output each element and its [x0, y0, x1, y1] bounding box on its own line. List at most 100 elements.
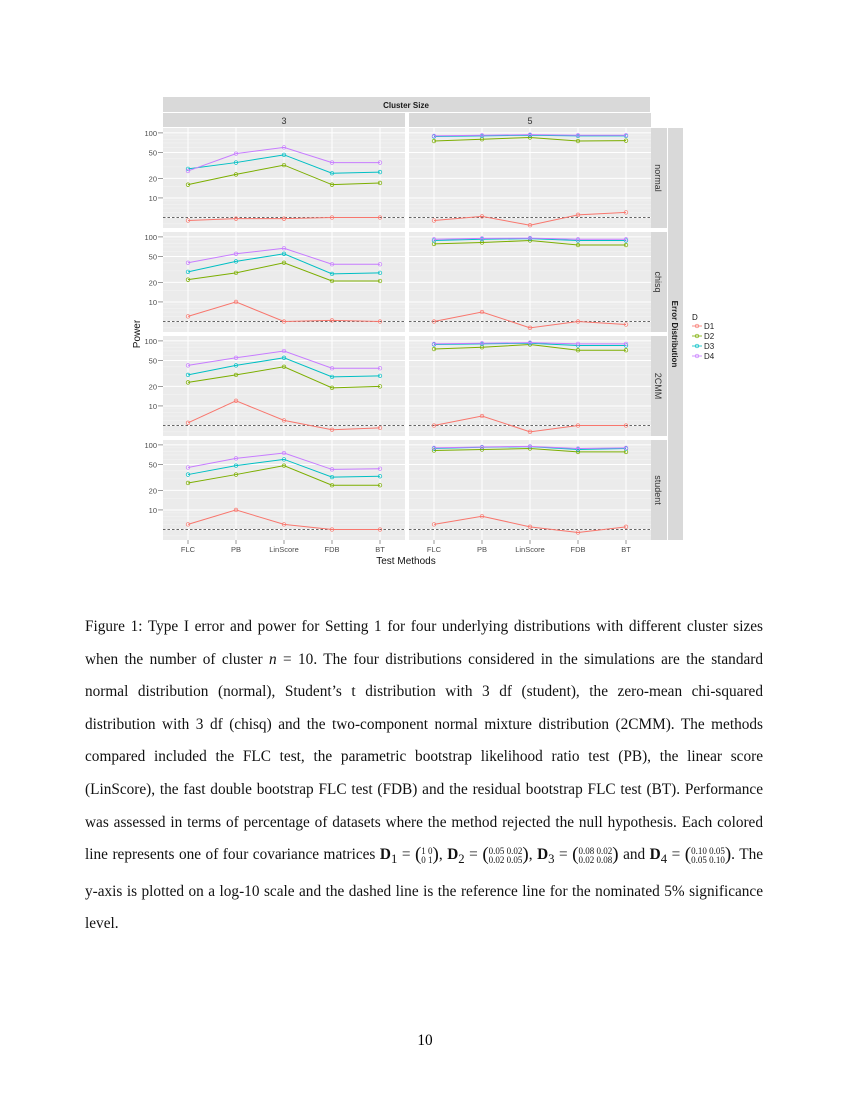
series-line-D2: [187, 262, 380, 282]
equals: =: [397, 846, 415, 864]
series-line-D3: [433, 134, 626, 138]
data-point-D1: [623, 210, 629, 215]
data-point-D1: [377, 425, 383, 431]
data-point-D1: [281, 418, 287, 423]
equals: =: [667, 846, 685, 864]
data-point-D3: [377, 474, 383, 479]
data-point-D2: [329, 278, 335, 284]
data-point-D4: [431, 445, 437, 451]
data-point-D4: [329, 467, 335, 472]
data-point-D3: [233, 160, 239, 165]
data-point-D3: [329, 271, 335, 277]
data-point-D2: [281, 364, 287, 369]
data-point-D1: [431, 423, 437, 428]
data-point-D1: [431, 218, 437, 223]
x-tick-label: PB: [231, 545, 241, 554]
row-strip-label: student: [653, 475, 663, 505]
legend-label-D1: D1: [704, 322, 715, 331]
data-point-D1: [377, 215, 383, 220]
matrix-name: D: [379, 846, 391, 864]
data-point-D1: [479, 309, 485, 315]
y-tick-label: 10: [149, 402, 157, 411]
data-point-D2: [377, 384, 383, 389]
data-point-D4: [185, 465, 191, 470]
y-tick-label: 100: [144, 441, 157, 450]
data-point-D2: [233, 270, 239, 276]
y-tick-label: 100: [144, 337, 157, 346]
data-point-D4: [233, 251, 239, 256]
subscript: 1: [390, 852, 398, 867]
data-point-D2: [377, 180, 383, 186]
data-point-D1: [185, 522, 191, 527]
data-point-D2: [281, 463, 287, 468]
data-point-D2: [185, 480, 191, 486]
data-point-D1: [329, 427, 335, 432]
data-point-D1: [623, 423, 629, 428]
data-point-D1: [575, 212, 581, 217]
data-point-D4: [281, 246, 287, 251]
series-line-D1: [433, 211, 627, 226]
data-point-D4: [329, 262, 335, 267]
column-strip: [163, 113, 405, 127]
equals: =: [554, 846, 573, 864]
and: and: [618, 846, 650, 864]
data-point-D1: [185, 420, 191, 425]
data-point-D1: [233, 299, 239, 305]
series-line-D2: [433, 137, 627, 142]
legend-key-point: [694, 323, 700, 329]
data-point-D4: [329, 160, 335, 165]
data-point-D1: [431, 522, 437, 527]
data-point-D4: [233, 151, 239, 156]
y-tick-label: 20: [149, 382, 157, 391]
data-point-D4: [623, 341, 629, 347]
legend-label-D4: D4: [704, 352, 715, 361]
data-point-D3: [623, 238, 629, 243]
data-point-D3: [281, 457, 287, 462]
column-strip-label: 5: [527, 116, 532, 126]
row-strip-label: normal: [653, 164, 663, 192]
series-line-D1: [187, 301, 381, 323]
y-tick-label: 50: [149, 252, 157, 261]
series-line-D4: [187, 146, 380, 172]
figure-caption: Figure 1: Type I error and power for Set…: [85, 618, 764, 933]
data-point-D2: [431, 448, 437, 453]
data-point-D3: [575, 238, 581, 243]
data-point-D3: [377, 270, 383, 276]
data-point-D2: [233, 372, 239, 378]
data-point-D2: [281, 260, 287, 265]
data-point-D1: [377, 319, 383, 324]
y-tick-label: 10: [149, 506, 157, 515]
data-point-D4: [233, 456, 239, 461]
data-point-D3: [281, 355, 287, 360]
data-point-D1: [527, 223, 533, 228]
data-point-D3: [329, 374, 335, 380]
data-point-D1: [575, 423, 581, 428]
data-point-D1: [527, 429, 533, 434]
data-point-D1: [479, 514, 485, 519]
row-strip-label: chisq: [653, 271, 663, 292]
series-line-D1: [433, 515, 627, 533]
series-line-D4: [187, 350, 380, 369]
y-tick-label: 20: [149, 486, 157, 495]
data-point-D3: [281, 152, 287, 157]
matrix-name: D: [537, 846, 549, 864]
series-line-D3: [433, 342, 626, 347]
series-line-D3: [433, 238, 626, 242]
data-point-D4: [431, 237, 437, 242]
data-point-D2: [377, 483, 383, 488]
series-line-D2: [187, 366, 381, 389]
data-point-D1: [233, 216, 239, 221]
data-point-D4: [623, 445, 629, 451]
data-point-D1: [479, 214, 485, 219]
data-point-D1: [431, 319, 437, 324]
data-point-D4: [623, 237, 629, 242]
data-point-D3: [233, 259, 239, 264]
y-tick-label: 20: [149, 278, 157, 287]
row-strip: [651, 336, 667, 436]
data-point-D1: [377, 527, 383, 532]
data-point-D3: [233, 363, 239, 368]
series-line-D1: [187, 217, 380, 221]
series-line-D1: [433, 415, 626, 433]
series-line-D1: [433, 311, 627, 329]
